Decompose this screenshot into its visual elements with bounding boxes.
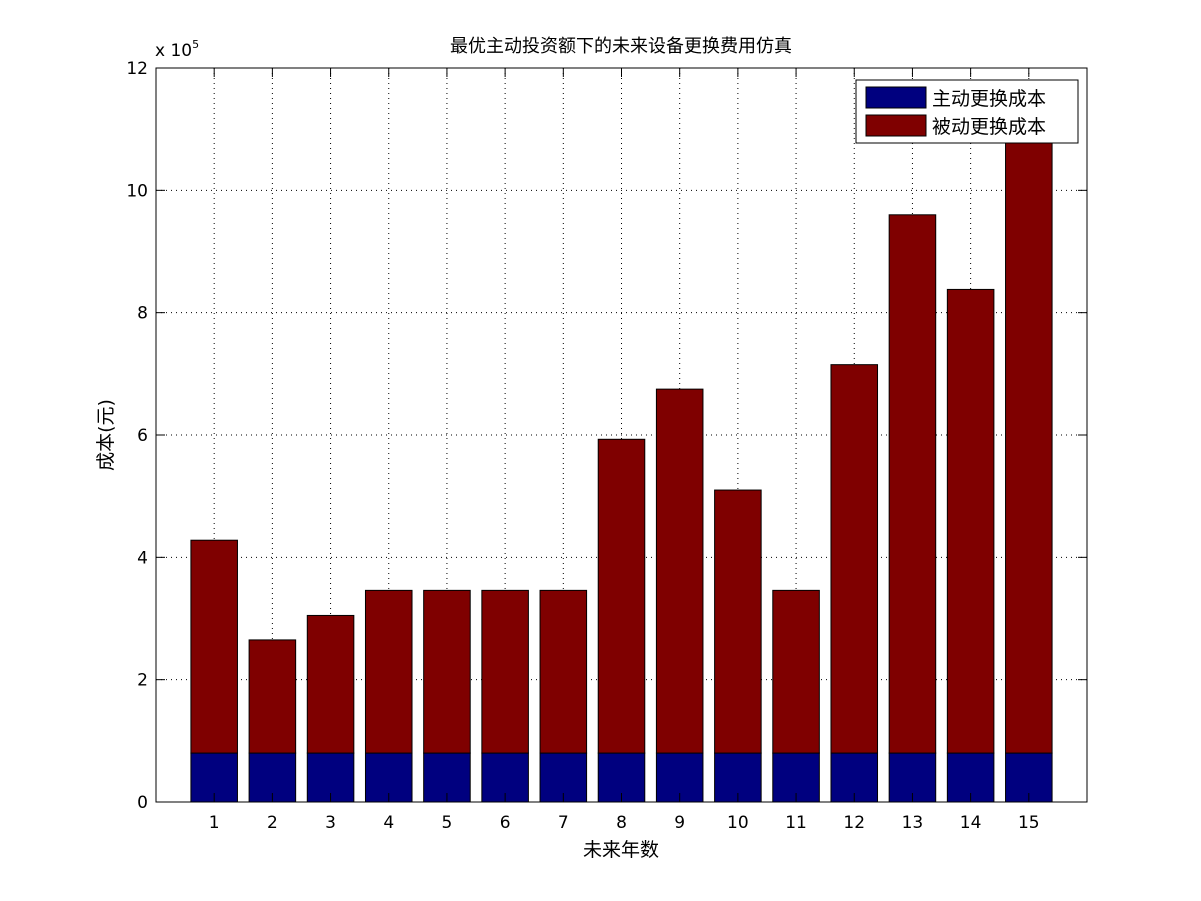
bar-passive-cost: [597, 438, 646, 754]
x-tick-label: 4: [383, 813, 394, 833]
ticks: [156, 67, 1087, 803]
y-tick-label: 8: [137, 304, 148, 324]
x-tick-label: 11: [785, 813, 807, 833]
x-tick-label: 14: [960, 813, 982, 833]
x-tick-label: 12: [843, 813, 865, 833]
x-tick-label: 5: [442, 813, 453, 833]
bar-passive-cost: [1005, 140, 1053, 754]
legend-swatch-active: [865, 86, 927, 109]
bar-passive-cost: [772, 589, 820, 754]
x-tick-label: 1: [209, 813, 220, 833]
y-exponent-label: x 105: [155, 38, 199, 61]
legend-swatch-passive: [865, 114, 927, 137]
x-tick-label: 7: [558, 813, 569, 833]
bar-passive-cost: [306, 614, 355, 754]
x-tick-label: 10: [727, 813, 749, 833]
bar-passive-cost: [539, 589, 588, 754]
bar-passive-cost: [248, 639, 297, 754]
y-tick-label: 6: [137, 426, 148, 446]
y-tick-label: 12: [126, 59, 148, 79]
bar-passive-cost: [423, 589, 471, 754]
bar-passive-cost: [364, 589, 413, 754]
y-axis-title: 成本(元): [95, 399, 117, 471]
x-tick-label: 13: [902, 813, 924, 833]
y-exponent-power: 5: [192, 38, 199, 51]
legend-label-passive: 被动更换成本: [932, 116, 1046, 138]
y-tick-label: 2: [137, 671, 148, 691]
x-tick-label: 8: [616, 813, 627, 833]
x-tick-label: 15: [1018, 813, 1040, 833]
y-tick-label: 10: [126, 181, 148, 201]
x-axis-title: 未来年数: [583, 839, 659, 861]
bar-passive-cost: [190, 539, 238, 754]
y-tick-label: 4: [137, 548, 148, 568]
x-tick-label: 9: [674, 813, 685, 833]
legend-label-active: 主动更换成本: [932, 88, 1046, 110]
bar-passive-cost: [655, 388, 704, 754]
chart-title: 最优主动投资额下的未来设备更换费用仿真: [450, 36, 792, 57]
y-exponent-base: x 10: [155, 41, 192, 61]
x-tick-label: 3: [325, 813, 336, 833]
bar-passive-cost: [714, 489, 762, 754]
x-tick-label: 2: [267, 813, 278, 833]
legend: 主动更换成本 被动更换成本: [855, 79, 1079, 144]
bar-passive-cost: [888, 214, 937, 754]
y-tick-label: 0: [137, 793, 148, 813]
x-tick-label: 6: [500, 813, 511, 833]
bar-passive-cost: [946, 288, 995, 754]
bar-passive-cost: [481, 589, 529, 754]
bar-passive-cost: [830, 364, 879, 754]
bars: [190, 140, 1053, 803]
